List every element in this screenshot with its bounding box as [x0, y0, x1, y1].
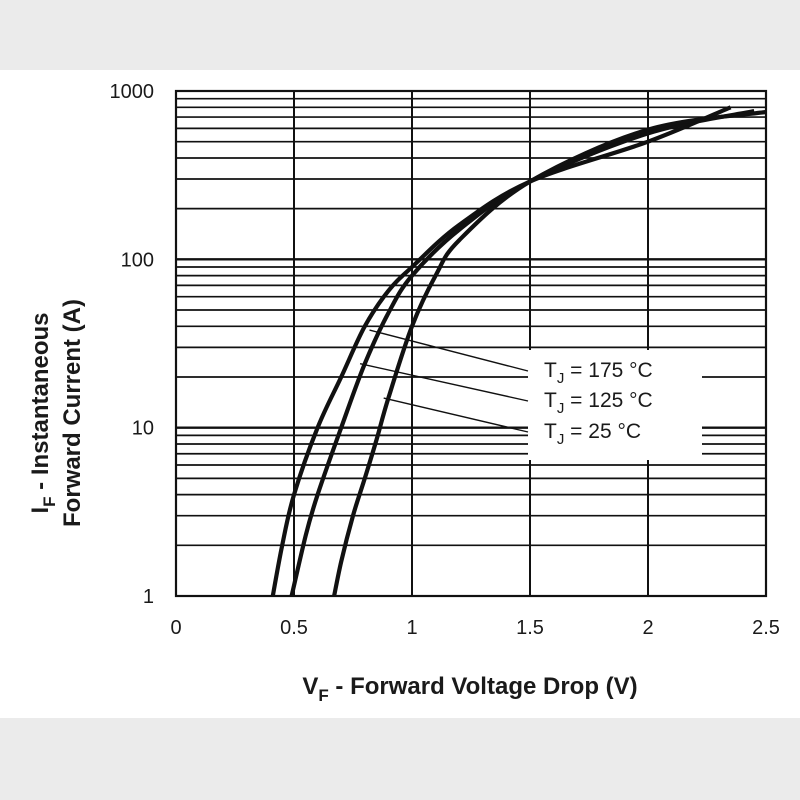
legend-pointer-1 [369, 329, 529, 372]
y-tick-label: 1000 [110, 81, 155, 103]
legend-label-3: TJ = 25 °C [544, 420, 641, 448]
legend-layer: TJ = 175 °CTJ = 125 °C TJ = 25 °C [359, 329, 653, 448]
x-axis-label: VF - Forward Voltage Drop (V) [302, 673, 637, 705]
x-tick-label: 0 [170, 617, 181, 639]
legend-background [528, 350, 702, 460]
y-axis-label-line2: Forward Current (A) [59, 299, 86, 527]
series-line-3 [332, 109, 767, 597]
forward-current-chart: TJ = 175 °CTJ = 125 °C TJ = 25 °C 0 0.5 1 1.… [27, 81, 780, 705]
series-layer [270, 105, 767, 597]
series-line-2 [289, 109, 755, 597]
chart-panel: TJ = 175 °C TJ = 125 °C TJ = 25 °C 0 0.5 1 1.… [0, 70, 800, 718]
grid [176, 91, 766, 596]
y-tick-label: 10 [132, 418, 154, 440]
x-tick-label: 0.5 [280, 617, 308, 639]
x-tick-labels: 0 0.5 1 1.5 2 2.5 [170, 617, 779, 639]
y-tick-labels: 1 10 100 1000 [110, 81, 155, 608]
legend-pointer-2 [359, 362, 529, 402]
legend-pointer-3 [383, 397, 529, 433]
y-tick-label: 1 [143, 586, 154, 608]
legend-label-1: TJ = 175 °C [544, 359, 653, 387]
series-line-1 [270, 105, 732, 597]
x-tick-label: 1.5 [516, 617, 544, 639]
y-axis-label-line1: IF - Instantaneous [27, 312, 59, 513]
plot-frame [174, 89, 768, 598]
x-tick-label: 2 [642, 617, 653, 639]
x-tick-label: 1 [406, 617, 417, 639]
legend-label-2: TJ = 125 °C [544, 389, 653, 417]
x-tick-label: 2.5 [752, 617, 780, 639]
y-tick-label: 100 [121, 249, 154, 271]
